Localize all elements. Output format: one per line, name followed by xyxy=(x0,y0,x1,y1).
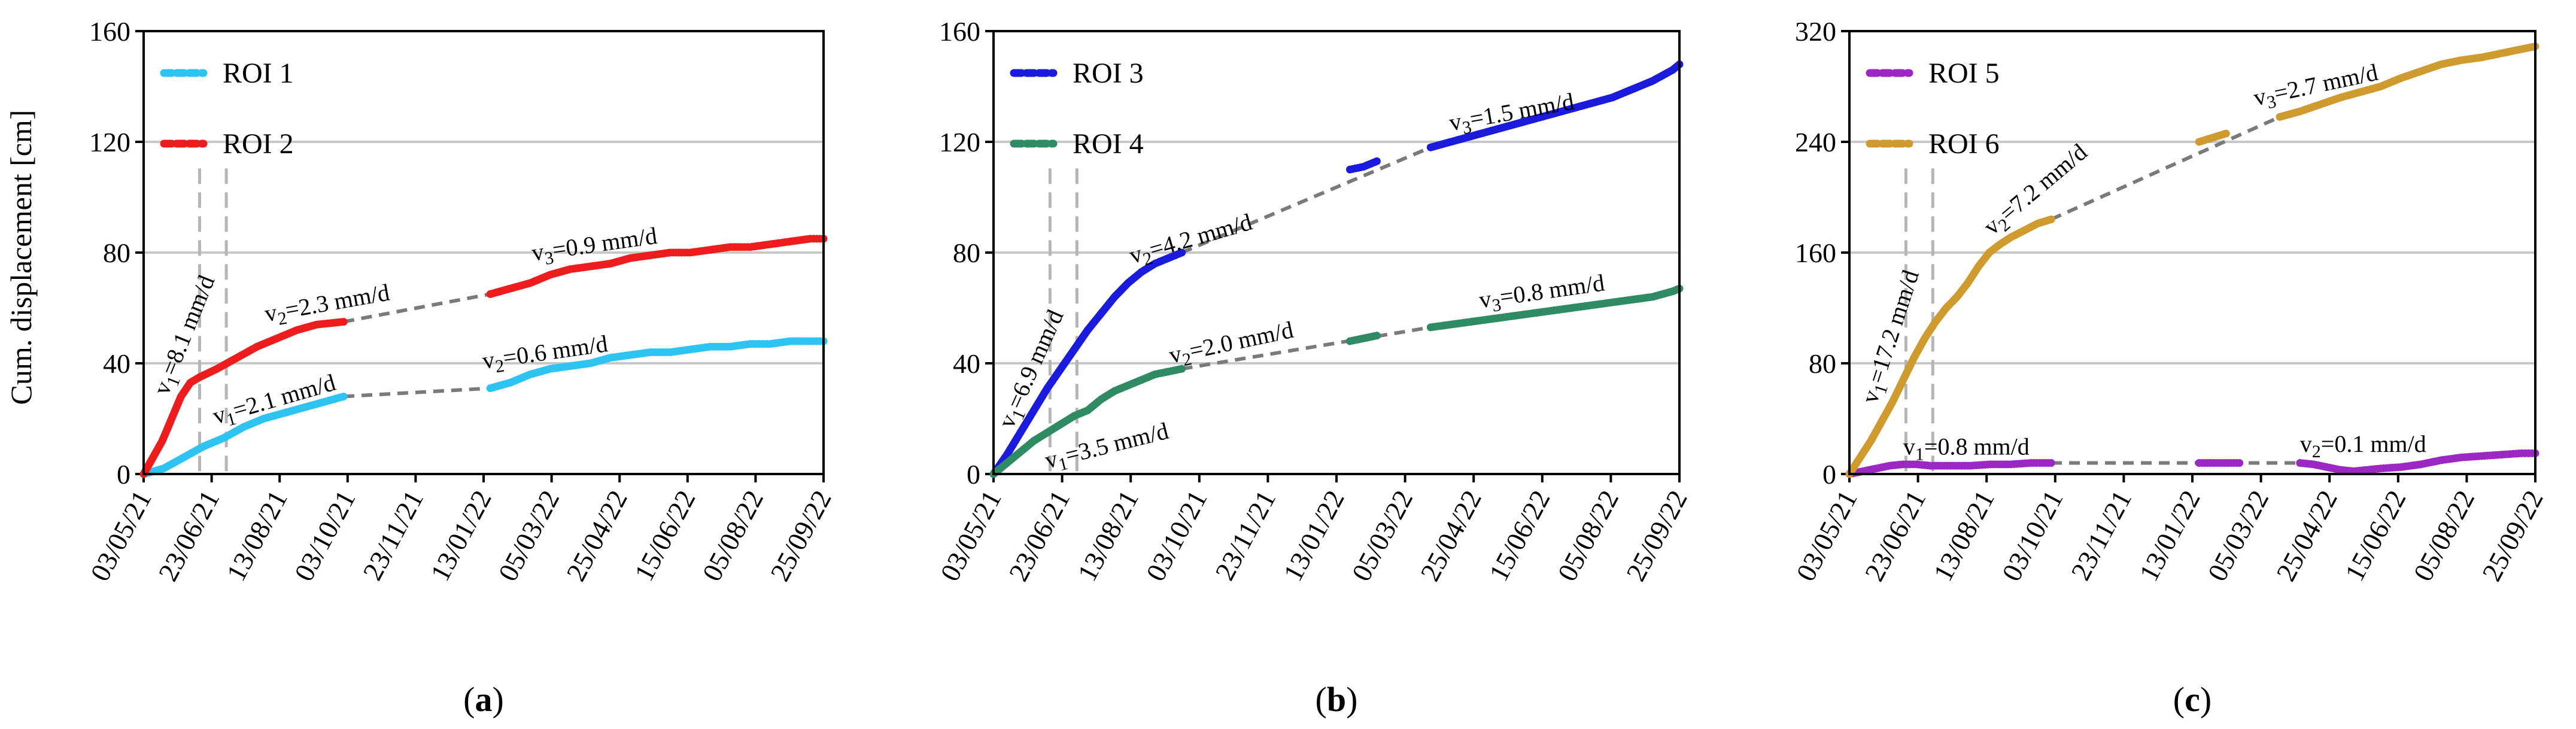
legend-label: ROI 2 xyxy=(223,128,294,160)
velocity-annotation: v1=0.8 mm/d xyxy=(1903,433,2030,464)
trend-gap-line xyxy=(1181,145,1432,254)
data-point xyxy=(339,393,348,400)
panel-label: (a) xyxy=(463,680,504,719)
y-tick-label: 0 xyxy=(117,459,130,490)
panel-label-letter: c xyxy=(2185,680,2200,719)
axes-frame xyxy=(1848,30,2536,475)
annotation-symbol: v xyxy=(2300,430,2312,457)
axes-frame xyxy=(992,30,1681,475)
panel-label: (c) xyxy=(2173,680,2212,719)
axes-frame xyxy=(142,30,825,475)
data-point xyxy=(2222,129,2230,138)
panel-label-letter: a xyxy=(475,680,493,719)
annotation-subscript: 3 xyxy=(1461,117,1474,138)
panel-label-close: ) xyxy=(493,680,504,719)
y-tick-label: 0 xyxy=(967,459,980,490)
annotation-subscript: 3 xyxy=(2265,92,2279,113)
annotation-value: =0.1 mm/d xyxy=(2321,430,2426,457)
y-tick-label: 40 xyxy=(103,348,130,379)
y-tick-label: 40 xyxy=(953,348,980,379)
panel-label-open: ( xyxy=(2173,680,2185,719)
y-tick-label: 240 xyxy=(1795,127,1836,157)
data-point xyxy=(1372,157,1381,165)
annotation-subscript: 3 xyxy=(543,248,555,269)
annotation-subscript: 2 xyxy=(494,356,505,377)
panel-label-open: ( xyxy=(1316,680,1327,719)
data-point xyxy=(2047,215,2055,223)
y-tick-label: 160 xyxy=(89,16,130,47)
trend-gap-line xyxy=(1181,325,1431,371)
data-point xyxy=(1178,364,1186,373)
y-tick-label: 0 xyxy=(1822,459,1836,490)
panel-label-close: ) xyxy=(2200,680,2212,719)
annotation-subscript: 3 xyxy=(1491,295,1502,316)
panel-label: (b) xyxy=(1316,680,1358,719)
y-tick-label: 80 xyxy=(953,238,980,268)
y-tick-label: 80 xyxy=(103,238,130,268)
y-tick-label: 320 xyxy=(1795,16,1836,47)
data-point xyxy=(2235,459,2244,467)
annotation-subscript: 2 xyxy=(1181,349,1194,370)
annotation-symbol: v xyxy=(1903,433,1915,460)
legend-label: ROI 1 xyxy=(223,57,294,89)
y-tick-label: 120 xyxy=(89,127,130,157)
panel-label-open: ( xyxy=(463,680,475,719)
y-axis-label: Cum. displacement [cm] xyxy=(4,110,38,405)
y-tick-label: 160 xyxy=(939,16,980,47)
data-point xyxy=(2047,459,2055,467)
trend-gap-line xyxy=(343,292,491,324)
legend-label: ROI 5 xyxy=(1928,57,2000,89)
panel-label-close: ) xyxy=(1346,680,1357,719)
annotation-value: =0.8 mm/d xyxy=(1924,433,2030,460)
annotation-subscript: 2 xyxy=(277,308,289,329)
y-tick-label: 120 xyxy=(939,127,980,157)
annotation-subscript: 1 xyxy=(1915,445,1924,464)
trend-gap-line xyxy=(343,386,491,399)
legend-label: ROI 3 xyxy=(1073,57,1144,89)
data-point xyxy=(339,318,348,326)
y-tick-label: 80 xyxy=(1809,348,1836,379)
legend-label: ROI 4 xyxy=(1073,128,1144,160)
data-point xyxy=(1178,248,1186,257)
data-point xyxy=(1372,332,1381,340)
annotation-subscript: 2 xyxy=(2312,442,2321,461)
trend-gap-line xyxy=(2050,115,2281,221)
legend-label: ROI 6 xyxy=(1928,128,2000,160)
velocity-annotation: v2=0.1 mm/d xyxy=(2300,430,2426,461)
y-tick-label: 160 xyxy=(1795,238,1836,268)
panel-label-letter: b xyxy=(1327,680,1346,719)
